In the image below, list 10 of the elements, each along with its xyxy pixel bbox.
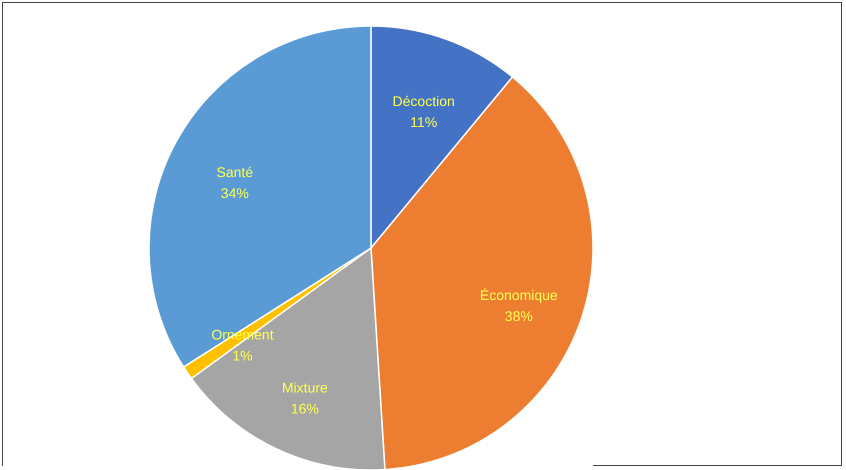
- slice-label: Ornement: [211, 326, 274, 342]
- slice-label: Économique: [480, 287, 558, 304]
- slice-label: Mixture: [282, 380, 328, 396]
- data-label: 16%: [290, 400, 319, 417]
- data-label: 38%: [504, 308, 533, 324]
- slice-label: Décoction: [392, 92, 455, 109]
- data-label: 1%: [232, 347, 253, 364]
- slice-label: Santé: [216, 164, 254, 180]
- data-label: 11%: [410, 114, 438, 130]
- data-label: 34%: [220, 185, 249, 202]
